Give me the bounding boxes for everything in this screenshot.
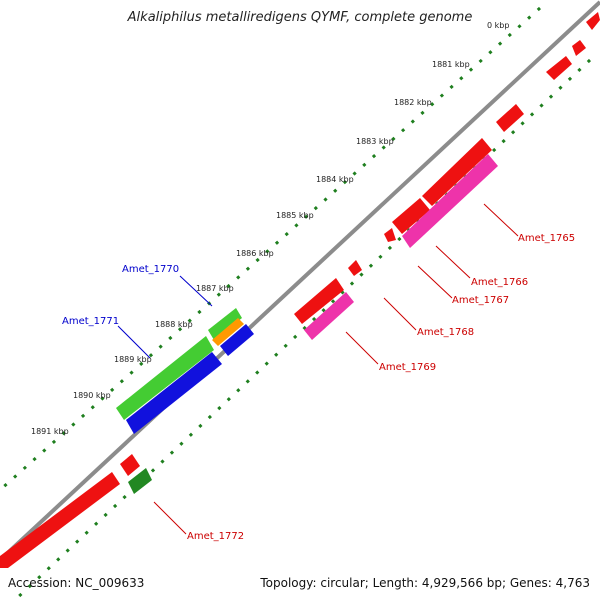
gene-bottom-red (0, 472, 120, 568)
connector-amet-1769 (345, 331, 379, 365)
genes-inner-strand (126, 154, 498, 494)
gene-amet-1770-orange (212, 318, 244, 346)
gene-arrow-b (496, 104, 524, 132)
gene-amet-1772-darkgreen (128, 468, 152, 494)
gene-label-amet-1769[interactable]: Amet_1769 (379, 362, 436, 373)
gene-amet-1767-body (392, 198, 430, 234)
accession-label: Accession: NC_009633 (8, 576, 145, 590)
gene-amet-1770-green (208, 308, 242, 340)
gene-arrow-a (546, 56, 572, 80)
topology-label: Topology: circular; Length: 4,929,566 bp… (260, 576, 590, 590)
gene-arrow-d (348, 260, 362, 276)
gene-arrow-c (384, 228, 396, 242)
gene-label-amet-1765[interactable]: Amet_1765 (518, 233, 575, 244)
tick-label-1886: 1886 kbp (236, 249, 274, 258)
genes-outer-strand (0, 12, 600, 568)
gene-label-amet-1767[interactable]: Amet_1767 (452, 295, 509, 306)
connector-amet-1768 (383, 297, 417, 331)
connector-amet-1767 (417, 265, 453, 299)
tick-label-1887: 1887 kbp (196, 284, 234, 293)
gene-label-amet-1771[interactable]: Amet_1771 (62, 316, 119, 327)
gene-label-amet-1766[interactable]: Amet_1766 (471, 277, 528, 288)
gene-amet-1765-pink (402, 154, 498, 248)
tick-label-1891: 1891 kbp (31, 427, 69, 436)
map-title: Alkaliphilus metalliredigens QYMF, compl… (127, 10, 473, 25)
gene-label-amet-1772[interactable]: Amet_1772 (187, 531, 244, 542)
tick-label-1881: 1881 kbp (432, 60, 470, 69)
tick-label-1883: 1883 kbp (356, 137, 394, 146)
connector-amet-1772 (153, 501, 187, 535)
connector-amet-1766 (435, 245, 471, 279)
gene-top-small-1 (586, 12, 600, 30)
gene-top-small-2 (572, 40, 586, 56)
inner-dotted-track (13, 58, 592, 600)
connector-amet-1771 (117, 325, 151, 359)
gene-arrow-e (120, 454, 140, 476)
gene-blue-long (126, 352, 222, 434)
gene-amet-1768-body (294, 278, 344, 324)
tick-label-1888: 1888 kbp (155, 320, 193, 329)
gene-amet-1771-green (116, 336, 214, 420)
tick-label-1885: 1885 kbp (276, 211, 314, 220)
tick-label-0: 0 kbp (487, 21, 509, 30)
tick-label-1882: 1882 kbp (394, 98, 432, 107)
tick-label-1890: 1890 kbp (73, 391, 111, 400)
connector-amet-1765 (483, 203, 519, 237)
tick-label-1884: 1884 kbp (316, 175, 354, 184)
gene-blue-small (220, 324, 254, 356)
gene-amet-1769-pink (304, 292, 354, 340)
tick-label-1889: 1889 kbp (114, 355, 152, 364)
gene-label-amet-1770[interactable]: Amet_1770 (122, 264, 179, 275)
connector-amet-1770 (179, 275, 213, 307)
genome-backbone (0, 0, 600, 562)
gene-label-amet-1768[interactable]: Amet_1768 (417, 327, 474, 338)
gene-amet-1766-body (422, 138, 492, 206)
